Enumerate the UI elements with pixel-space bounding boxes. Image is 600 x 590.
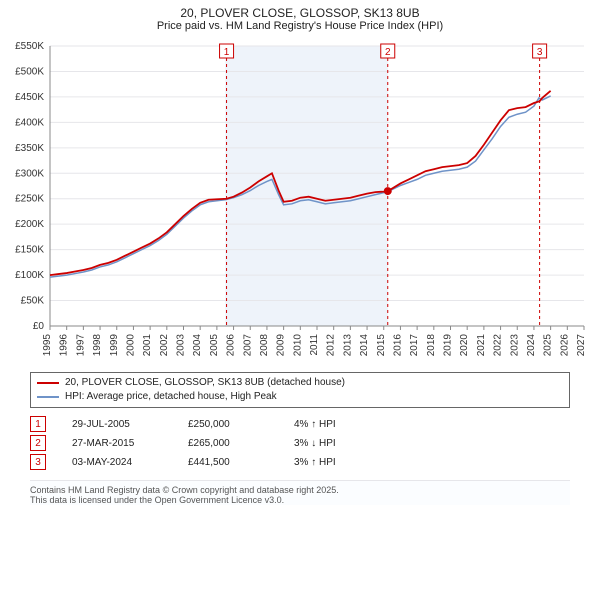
legend-row: HPI: Average price, detached house, High… — [37, 390, 563, 404]
svg-text:2026: 2026 — [559, 334, 570, 357]
event-delta: 3% ↓ HPI — [294, 438, 374, 449]
legend-label: HPI: Average price, detached house, High… — [65, 390, 277, 404]
event-price: £265,000 — [188, 438, 268, 449]
event-date: 29-JUL-2005 — [72, 419, 162, 430]
title-line-2: Price paid vs. HM Land Registry's House … — [0, 20, 600, 32]
event-delta: 4% ↑ HPI — [294, 419, 374, 430]
event-date: 27-MAR-2015 — [72, 438, 162, 449]
event-marker: 2 — [30, 435, 46, 451]
svg-text:2017: 2017 — [409, 334, 420, 357]
svg-text:2021: 2021 — [476, 334, 487, 357]
svg-text:2008: 2008 — [259, 334, 270, 357]
svg-text:2: 2 — [385, 47, 391, 58]
chart-title: 20, PLOVER CLOSE, GLOSSOP, SK13 8UB Pric… — [0, 0, 600, 32]
svg-text:2020: 2020 — [459, 334, 470, 357]
legend-row: 20, PLOVER CLOSE, GLOSSOP, SK13 8UB (det… — [37, 376, 563, 390]
event-row: 2 27-MAR-2015 £265,000 3% ↓ HPI — [30, 435, 570, 451]
svg-text:£500K: £500K — [15, 66, 44, 77]
svg-text:2001: 2001 — [142, 334, 153, 357]
svg-text:1996: 1996 — [59, 334, 70, 357]
event-price: £441,500 — [188, 457, 268, 468]
svg-text:2009: 2009 — [276, 334, 287, 357]
svg-text:£300K: £300K — [15, 168, 44, 179]
svg-text:2000: 2000 — [125, 334, 136, 357]
footer-line-2: This data is licensed under the Open Gov… — [30, 495, 570, 505]
chart-plot: £0 £50K £100K £150K £200K £250K £300K £350K £400… — [8, 36, 592, 366]
event-delta: 3% ↑ HPI — [294, 457, 374, 468]
svg-text:1998: 1998 — [92, 334, 103, 357]
event-table: 1 29-JUL-2005 £250,000 4% ↑ HPI 2 27-MAR-2015… — [30, 416, 570, 470]
svg-text:£250K: £250K — [15, 194, 44, 205]
svg-text:2002: 2002 — [159, 334, 170, 357]
legend: 20, PLOVER CLOSE, GLOSSOP, SK13 8UB (det… — [30, 372, 570, 408]
svg-text:£150K: £150K — [15, 245, 44, 256]
svg-text:2005: 2005 — [209, 334, 220, 357]
event-row: 3 03-MAY-2024 £441,500 3% ↑ HPI — [30, 454, 570, 470]
legend-swatch — [37, 382, 59, 384]
title-line-1: 20, PLOVER CLOSE, GLOSSOP, SK13 8UB — [0, 6, 600, 20]
svg-text:1999: 1999 — [109, 334, 120, 357]
event-row: 1 29-JUL-2005 £250,000 4% ↑ HPI — [30, 416, 570, 432]
svg-text:2019: 2019 — [443, 334, 454, 357]
svg-text:2018: 2018 — [426, 334, 437, 357]
svg-text:£400K: £400K — [15, 117, 44, 128]
event-date: 03-MAY-2024 — [72, 457, 162, 468]
svg-text:1995: 1995 — [42, 334, 53, 357]
svg-text:2016: 2016 — [392, 334, 403, 357]
svg-text:£550K: £550K — [15, 41, 44, 52]
footer-line-1: Contains HM Land Registry data © Crown c… — [30, 485, 570, 495]
svg-text:£450K: £450K — [15, 92, 44, 103]
svg-text:2004: 2004 — [192, 334, 203, 357]
svg-text:1997: 1997 — [75, 334, 86, 357]
svg-text:2013: 2013 — [342, 334, 353, 357]
line-chart-svg: £0 £50K £100K £150K £200K £250K £300K £350K £400… — [8, 36, 592, 366]
svg-text:£350K: £350K — [15, 143, 44, 154]
svg-text:2022: 2022 — [493, 334, 504, 357]
svg-text:2011: 2011 — [309, 334, 320, 356]
event-price: £250,000 — [188, 419, 268, 430]
svg-text:2015: 2015 — [376, 334, 387, 357]
chart-container: { "title_line1": "20, PLOVER CLOSE, GLOS… — [0, 0, 600, 590]
svg-text:£100K: £100K — [15, 270, 44, 281]
svg-text:2010: 2010 — [292, 334, 303, 357]
svg-text:1: 1 — [224, 47, 230, 58]
svg-text:£0: £0 — [33, 321, 45, 332]
svg-text:2006: 2006 — [226, 334, 237, 357]
svg-text:2007: 2007 — [242, 334, 253, 357]
svg-text:2025: 2025 — [543, 334, 554, 357]
legend-swatch — [37, 396, 59, 398]
svg-text:2012: 2012 — [326, 334, 337, 357]
svg-text:£200K: £200K — [15, 219, 44, 230]
event-marker: 1 — [30, 416, 46, 432]
svg-text:2003: 2003 — [176, 334, 187, 357]
legend-label: 20, PLOVER CLOSE, GLOSSOP, SK13 8UB (det… — [65, 376, 345, 390]
svg-text:2024: 2024 — [526, 334, 537, 357]
svg-text:2014: 2014 — [359, 334, 370, 357]
svg-text:2023: 2023 — [509, 334, 520, 357]
svg-text:2027: 2027 — [576, 334, 587, 357]
footer-attribution: Contains HM Land Registry data © Crown c… — [30, 480, 570, 505]
event-marker: 3 — [30, 454, 46, 470]
svg-text:£50K: £50K — [21, 296, 45, 307]
svg-text:3: 3 — [537, 47, 543, 58]
